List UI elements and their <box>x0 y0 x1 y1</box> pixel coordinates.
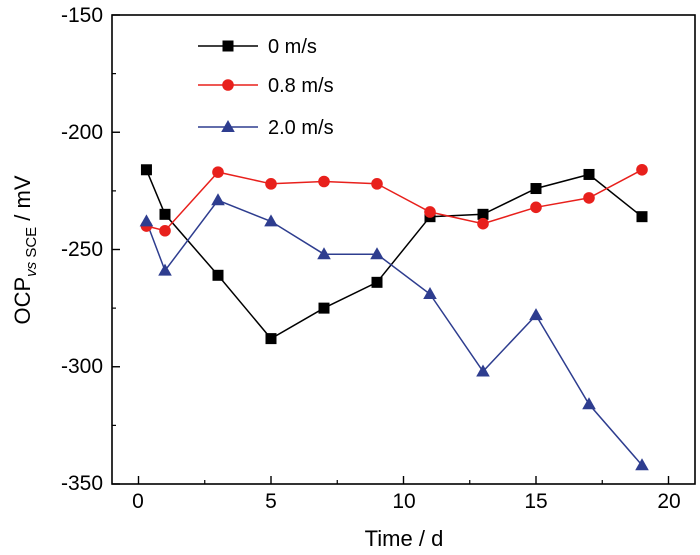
data-point-2-0-m-s <box>423 287 437 300</box>
x-tick-label: 10 <box>392 490 415 513</box>
data-point-0-m-s <box>583 168 595 180</box>
y-axis-label-suffix: / mV <box>10 175 35 227</box>
y-tick-label: -350 <box>61 472 103 495</box>
y-tick-label: -150 <box>61 4 103 27</box>
data-point-2-0-m-s <box>529 308 543 321</box>
data-point-0-8-m-s <box>371 178 383 190</box>
data-point-2-0-m-s <box>582 397 596 410</box>
data-point-2-0-m-s <box>158 263 172 276</box>
y-axis-label-main: OCP <box>10 277 35 325</box>
data-point-0-8-m-s <box>583 192 595 204</box>
legend-symbol <box>221 120 235 132</box>
y-axis-label-sub-vs: vs <box>23 261 40 277</box>
data-point-0-8-m-s <box>424 206 436 218</box>
series-line-0-m-s <box>145 169 643 340</box>
data-point-0-8-m-s <box>636 163 648 176</box>
legend-label-2-0-m-s: 2.0 m/s <box>268 117 334 139</box>
x-tick-label: 15 <box>524 490 547 513</box>
legend: 0 m/s 0.8 m/s 2.0 m/s <box>198 36 334 139</box>
x-tick-label: 0 <box>132 490 144 513</box>
legend-symbol <box>222 79 234 91</box>
data-point-0-8-m-s <box>212 166 224 178</box>
legend-label-0-8-m-s: 0.8 m/s <box>268 75 334 97</box>
data-point-2-0-m-s <box>635 458 649 471</box>
data-point-0-8-m-s <box>265 178 277 190</box>
data-point-0-m-s <box>265 333 277 345</box>
data-point-0-m-s <box>318 302 330 314</box>
x-tick-label: 20 <box>657 490 680 513</box>
data-point-0-8-m-s <box>477 217 489 230</box>
legend-marker-0-m-s <box>198 40 258 52</box>
x-tick-label: 5 <box>265 490 277 513</box>
data-point-0-m-s <box>371 276 383 288</box>
data-point-0-m-s <box>159 208 171 220</box>
data-point-0-8-m-s <box>530 201 542 214</box>
data-point-0-m-s <box>530 183 542 195</box>
y-tick-label: -200 <box>61 121 103 144</box>
legend-label-0-m-s: 0 m/s <box>268 36 317 58</box>
y-tick-label: -300 <box>61 355 103 378</box>
legend-symbol <box>222 40 234 52</box>
data-point-2-0-m-s <box>264 214 278 227</box>
data-point-0-m-s <box>140 164 152 176</box>
data-point-0-m-s <box>212 269 224 281</box>
data-point-2-0-m-s <box>476 364 490 377</box>
y-axis-label-sub-sce: SCE <box>23 227 40 262</box>
legend-marker-2-0-m-s <box>198 120 258 132</box>
y-axis-label: OCPvs SCE / mV <box>10 175 40 324</box>
y-tick-label: -250 <box>61 238 103 261</box>
legend-marker-0-8-m-s <box>198 79 258 91</box>
data-point-0-m-s <box>636 211 648 223</box>
series-line-2-0-m-s <box>145 199 643 466</box>
data-point-2-0-m-s <box>139 214 154 227</box>
data-point-2-0-m-s <box>317 247 331 260</box>
data-point-2-0-m-s <box>211 193 225 206</box>
data-point-0-8-m-s <box>159 224 171 237</box>
plot-area <box>111 14 696 485</box>
data-point-0-m-s <box>477 208 489 220</box>
x-axis-label: Time / d <box>365 526 444 551</box>
data-point-0-8-m-s <box>318 175 330 188</box>
data-point-2-0-m-s <box>370 247 384 260</box>
